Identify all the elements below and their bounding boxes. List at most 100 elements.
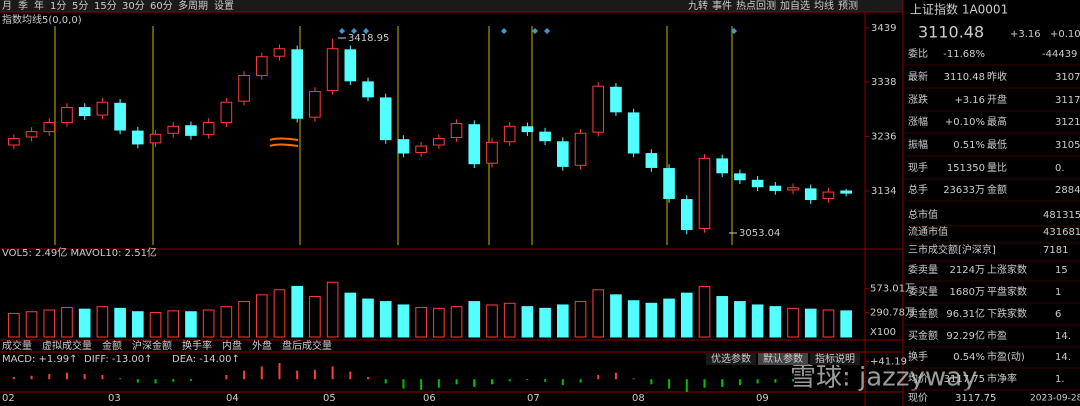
quote-label: 总市值 [908, 208, 938, 221]
candle-body [149, 133, 162, 144]
indicator-tab[interactable]: 内盘 [222, 339, 242, 352]
quote-value: 3110.48 [944, 72, 985, 83]
volume-unit: X100 [870, 327, 896, 338]
quote-value: 3117.75 [944, 374, 985, 385]
volume-bar [627, 300, 640, 338]
menu-item[interactable]: 年 [34, 0, 44, 12]
candle-body [450, 123, 463, 139]
quote-value: 3121. [1055, 117, 1080, 128]
y-tick-label: 3134 [871, 186, 896, 197]
button-bg [706, 353, 756, 365]
quote-price: 3110.48 [918, 23, 984, 42]
quote-label: 涨幅 [908, 115, 928, 128]
quote-value: 3117. [1055, 95, 1080, 106]
quote-value: 0.54% [953, 352, 985, 363]
quote-label: 卖金额 [908, 307, 938, 320]
candle-body [255, 56, 268, 76]
volume-bar [273, 289, 286, 338]
indicator-tab[interactable]: 盘后成交量 [282, 339, 332, 352]
menu-item[interactable]: 60分 [150, 0, 173, 12]
volume-bar [450, 306, 463, 338]
param-button[interactable]: 默认参数 [763, 352, 803, 365]
menu-item[interactable]: 15分 [94, 0, 117, 12]
volume-bar [840, 310, 852, 338]
candle-body [433, 138, 445, 146]
marker [339, 28, 737, 34]
quote-value: 15 [1055, 265, 1068, 276]
volume-bar [698, 285, 711, 338]
candle-body [645, 153, 658, 168]
candle-body [415, 145, 427, 153]
tool-item[interactable]: 均线 [814, 0, 834, 12]
candle-body [220, 101, 233, 124]
volume-bar [557, 304, 569, 338]
indicator-tab[interactable]: 成交量 [2, 339, 32, 352]
volume-bar [397, 304, 410, 338]
indicator-tab[interactable]: 金额 [102, 339, 122, 352]
quote-label: 开盘 [987, 93, 1007, 106]
menu-item[interactable]: 季 [18, 0, 28, 12]
quote-label: 总手 [908, 183, 928, 196]
quote-label: 现手 [908, 161, 928, 174]
menu-item[interactable]: 设置 [214, 0, 234, 12]
quote-label: 委卖量 [908, 263, 938, 276]
volume-legend: VOL5: 2.49亿 MAVOL10: 2.51亿 [2, 246, 157, 259]
volume-bar [503, 302, 516, 338]
menu-item[interactable]: 多周期 [178, 0, 208, 12]
candle-body [132, 130, 144, 145]
volume-bar [574, 301, 587, 338]
candle-body [25, 131, 38, 138]
menu-item[interactable]: 1分 [50, 0, 66, 12]
candle-body [787, 187, 799, 191]
volume-bar [344, 292, 357, 338]
candle-body [96, 101, 109, 116]
tool-item[interactable]: 预测 [838, 0, 858, 12]
volume-bar [539, 307, 551, 338]
menu-item[interactable]: 30分 [122, 0, 145, 12]
quote-label: 流通市值 [908, 225, 948, 238]
indicator-label: 指数 [2, 13, 22, 26]
candle-body [202, 122, 215, 135]
candle-body [362, 81, 374, 98]
volume-bar [787, 307, 799, 338]
quote-label: 平盘家数 [987, 285, 1027, 298]
volume-bar [185, 311, 197, 338]
volume-bar [238, 301, 250, 338]
volume-bar [610, 294, 622, 338]
candle-body [557, 141, 569, 167]
menu-item[interactable]: 5分 [72, 0, 88, 12]
volume-bar [486, 304, 498, 338]
tool-item[interactable]: 事件 [712, 0, 732, 12]
macd-legend: DIFF: -13.00↑ [84, 354, 153, 365]
quote-label: 均价 [908, 373, 928, 385]
quote-value: 1. [1055, 374, 1065, 385]
param-button[interactable]: 优选参数 [711, 352, 751, 365]
menu-item[interactable]: 月 [2, 0, 12, 12]
indicator-tab[interactable]: 换手率 [182, 339, 212, 352]
quote-label: 涨跌 [908, 93, 928, 106]
candle-body [167, 125, 180, 134]
volume-bar [680, 292, 693, 338]
candle-body [326, 48, 339, 91]
tool-item[interactable]: 九转 [688, 0, 708, 12]
tool-item[interactable]: 热点回测 [736, 0, 776, 12]
indicator-tab[interactable]: 虚拟成交量 [42, 339, 92, 352]
quote-label: 换手 [908, 350, 928, 363]
button-bg [810, 353, 860, 365]
volume-bar [751, 304, 764, 338]
volume-bar [433, 307, 445, 338]
volume-bar [149, 312, 162, 338]
quote-label: 量比 [987, 162, 1007, 174]
indicator-tab[interactable]: 外盘 [252, 339, 272, 352]
quote-label: 上涨家数 [987, 263, 1027, 276]
candle-body [486, 141, 498, 164]
volume-bar [220, 306, 233, 338]
tool-item[interactable]: 加自选 [780, 0, 810, 12]
quote-label: 买金额 [908, 329, 938, 342]
volume-bar [592, 289, 605, 338]
param-button[interactable]: 指标说明 [815, 352, 855, 365]
indicator-tab[interactable]: 沪深金额 [132, 339, 172, 352]
volume-bar [43, 309, 56, 338]
